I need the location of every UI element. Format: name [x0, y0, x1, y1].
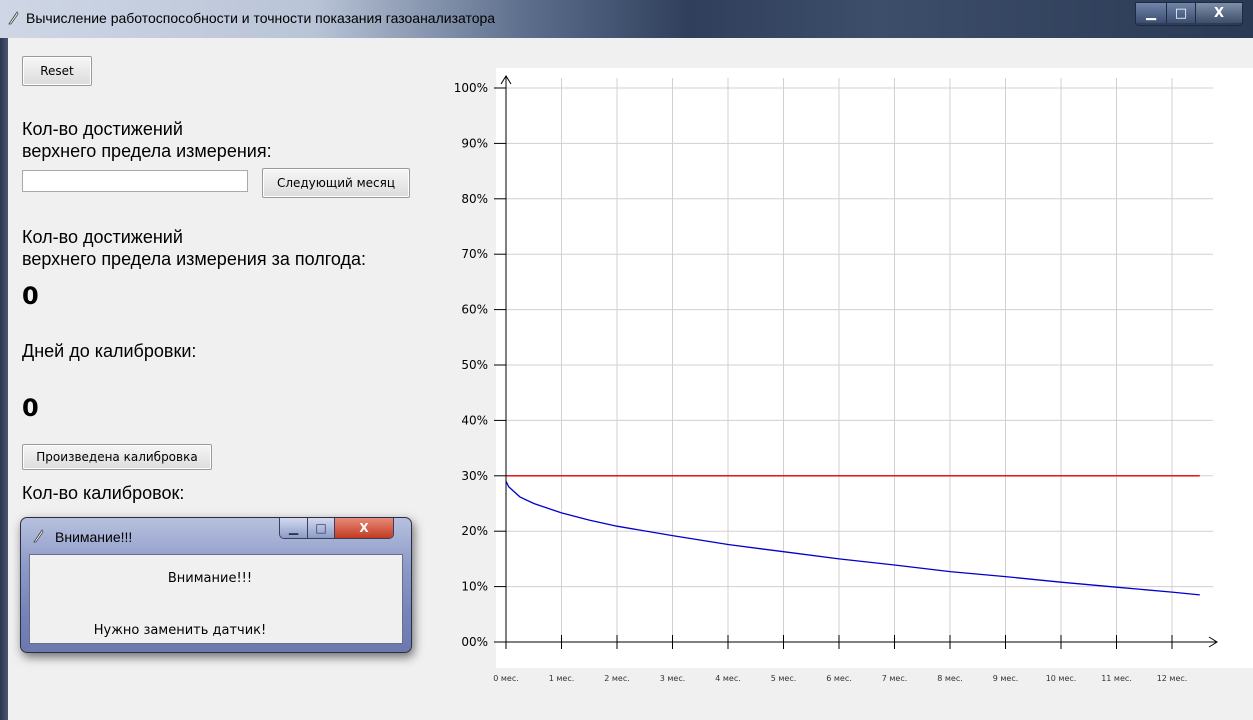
- y-tick-label: 60%: [461, 303, 488, 317]
- window-controls: ▁ □ X: [1135, 2, 1243, 26]
- days-to-calibration-label: Дней до калибровки:: [22, 341, 197, 361]
- x-tick-label: 5 мес.: [771, 674, 797, 683]
- feather-icon: [33, 529, 44, 543]
- x-tick-label: 10 мес.: [1046, 674, 1077, 683]
- x-tick-label: 4 мес.: [715, 674, 741, 683]
- maximize-button[interactable]: □: [1166, 3, 1195, 23]
- x-tick-label: 11 мес.: [1101, 674, 1132, 683]
- y-tick-label: 00%: [461, 635, 488, 649]
- dialog-heading: Внимание!!!: [167, 571, 253, 586]
- half-year-label: Кол-во достижений верхнего предела измер…: [22, 226, 366, 270]
- title-bar[interactable]: Вычисление работоспособности и точности …: [0, 0, 1253, 39]
- feather-icon: [8, 11, 19, 25]
- series-line-1: [505, 481, 1200, 596]
- plot-background: [496, 68, 1253, 668]
- reset-button[interactable]: Reset: [22, 56, 92, 86]
- x-tick-label: 3 мес.: [660, 674, 686, 683]
- y-tick-label: 20%: [461, 524, 488, 538]
- close-button[interactable]: X: [1195, 3, 1242, 23]
- upper-limit-label-line2: верхнего предела измерения:: [22, 141, 272, 161]
- y-tick-label: 80%: [461, 192, 488, 206]
- chart-area: 00% 10% 20% 30% 40% 50% 60% 70% 80% 90% 100% 0 мес.…: [441, 40, 1253, 700]
- y-tick-label: 70%: [461, 247, 488, 261]
- x-tick-label: 6 мес.: [826, 674, 852, 683]
- dialog-body: Внимание!!! Нужно заменить датчик!: [29, 554, 403, 644]
- half-year-count-value: 0: [22, 282, 39, 310]
- x-tick-label: 7 мес.: [882, 674, 908, 683]
- days-to-calibration-value: 0: [22, 394, 39, 422]
- dialog-title: Внимание!!!: [55, 529, 133, 545]
- dialog-close-button[interactable]: X: [335, 518, 393, 538]
- x-tick-label: 2 мес.: [604, 674, 630, 683]
- y-tick-label: 100%: [454, 81, 488, 95]
- window-title: Вычисление работоспособности и точности …: [26, 10, 496, 26]
- y-tick-label: 30%: [461, 469, 488, 483]
- next-month-button[interactable]: Следующий месяц: [262, 168, 410, 198]
- half-year-label-line2: верхнего предела измерения за полгода:: [22, 249, 367, 269]
- y-axis-arrow: [500, 75, 512, 85]
- x-axis-arrow: [1208, 636, 1218, 648]
- x-tick-label: 1 мес.: [549, 674, 575, 683]
- x-tick-label: 0 мес.: [493, 674, 519, 683]
- dialog-maximize-button[interactable]: □: [308, 518, 335, 538]
- dialog-controls: ▁ □ X: [279, 518, 394, 539]
- calibration-done-button[interactable]: Произведена калибровка: [22, 444, 212, 470]
- x-tick-label: 12 мес.: [1157, 674, 1188, 683]
- upper-limit-label-line1: Кол-во достижений: [22, 119, 183, 139]
- calibrations-count-label: Кол-во калибровок:: [22, 483, 185, 503]
- upper-limit-label: Кол-во достижений верхнего предела измер…: [22, 118, 272, 162]
- window-border: [0, 38, 8, 720]
- x-tick-label: 9 мес.: [993, 674, 1019, 683]
- line-chart: 00% 10% 20% 30% 40% 50% 60% 70% 80% 90% 100% 0 мес.…: [454, 68, 1253, 683]
- y-tick-label: 40%: [461, 413, 488, 427]
- upper-limit-count-input[interactable]: [22, 170, 248, 192]
- dialog-message: Нужно заменить датчик!: [93, 623, 267, 638]
- y-tick-label: 50%: [461, 358, 488, 372]
- y-tick-label: 10%: [461, 580, 488, 594]
- y-tick-label: 90%: [461, 136, 488, 150]
- half-year-label-line1: Кол-во достижений: [22, 227, 183, 247]
- warning-dialog[interactable]: Внимание!!! ▁ □ X Внимание!!! Нужно заме…: [20, 517, 412, 653]
- dialog-minimize-button[interactable]: ▁: [280, 518, 308, 538]
- minimize-button[interactable]: ▁: [1136, 3, 1166, 23]
- x-tick-label: 8 мес.: [937, 674, 963, 683]
